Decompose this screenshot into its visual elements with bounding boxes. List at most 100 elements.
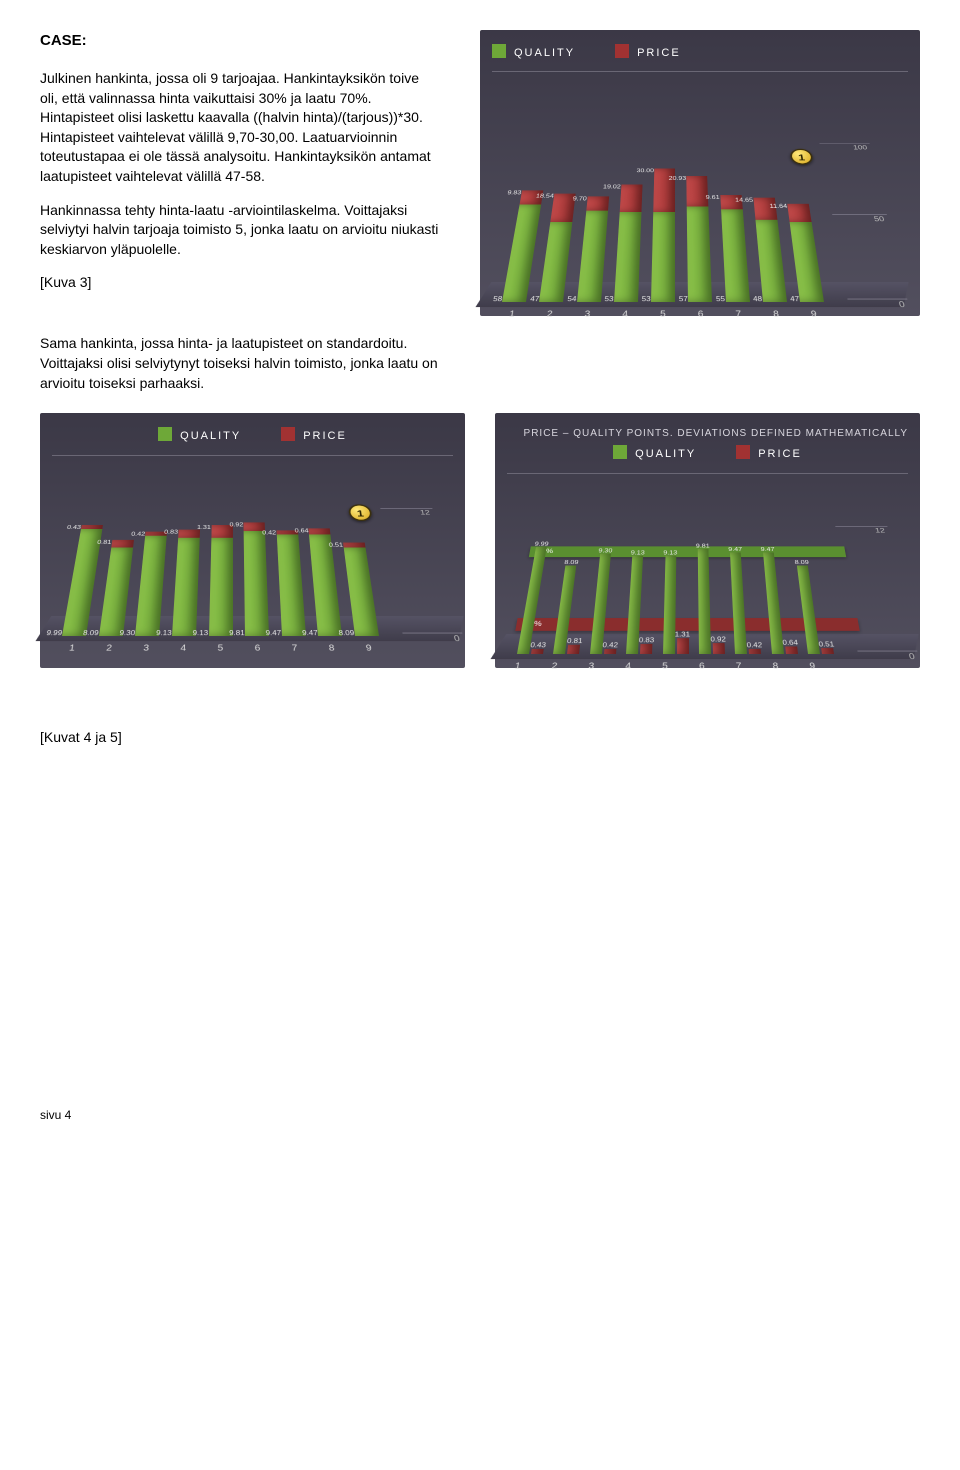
bar-2: 8.090.812 [99, 539, 134, 635]
quality-segment: 8.09 [344, 547, 379, 635]
quality-value: 9.30 [119, 628, 136, 637]
y-axis-bottom: 0 [402, 632, 465, 645]
bar-9: 8.090.519 [343, 542, 379, 635]
quality-value: 8.09 [338, 628, 355, 637]
price-segment: 0.81 [111, 539, 134, 547]
quality-value: 9.13 [192, 628, 208, 637]
x-axis-label: 4 [180, 642, 186, 654]
quality-value: 53 [642, 295, 651, 304]
chart-4-area: 9.990.4318.090.8129.300.4239.130.8349.13… [62, 510, 403, 635]
x-axis-label: 6 [698, 309, 704, 321]
x-axis-label: 2 [551, 660, 558, 672]
y-axis-max: 12 [835, 526, 889, 536]
x-axis-label: 9 [809, 660, 816, 672]
price-swatch [736, 445, 750, 459]
price-value: 0.64 [294, 526, 308, 534]
x-axis-label: 7 [736, 660, 742, 672]
chart-5-legend: QUALITY PRICE [507, 445, 908, 462]
price-value: 0.42 [131, 530, 146, 538]
price-segment: 0.43 [81, 525, 103, 529]
quality-value: 9.13 [156, 628, 172, 637]
quality-segment: 47 [790, 222, 824, 302]
quality-value: 48 [753, 295, 763, 304]
price-segment: 19.02 [619, 185, 642, 213]
quality-value: 54 [567, 295, 577, 304]
price-value: 9.61 [706, 194, 720, 202]
x-axis-label: 3 [584, 309, 591, 321]
x-axis-label: 2 [105, 642, 112, 654]
quality-value: 47 [790, 295, 800, 304]
figure-ref-45: [Kuvat 4 ja 5] [40, 728, 920, 748]
price-value: 0.42 [262, 528, 276, 536]
quality-segment: 57 [687, 207, 712, 303]
quality-value: 55 [716, 295, 725, 304]
x-axis-label: 6 [699, 660, 705, 672]
bar-4: 9.130.834 [626, 555, 656, 653]
price-segment: 11.64 [787, 204, 811, 222]
legend-price: PRICE [615, 44, 681, 61]
price-segment: 0.51 [343, 542, 365, 547]
bar-8: 9.470.648 [763, 552, 798, 654]
quality-value: 47 [530, 295, 540, 304]
x-axis-label: 9 [810, 309, 817, 321]
x-axis-label: 9 [365, 642, 372, 654]
quality-segment: 9.30 [135, 535, 167, 635]
bar-4: 5319.024 [614, 185, 643, 303]
price-value: 0.92 [229, 521, 243, 528]
chart-5-area: 9.990.4318.090.8129.300.4239.130.8349.13… [517, 528, 858, 653]
paragraph-2: Hankinnassa tehty hinta-laatu -arviointi… [40, 201, 440, 260]
price-swatch [615, 44, 629, 58]
price-value: 0.83 [164, 528, 178, 536]
quality-value: 53 [604, 295, 614, 304]
figure-ref-3: [Kuva 3] [40, 273, 440, 293]
quality-segment: 8.09 [99, 547, 133, 635]
quality-segment: 47 [539, 222, 572, 302]
price-value: 9.70 [572, 195, 587, 203]
bar-1: 9.990.431 [517, 547, 559, 654]
x-axis-label: 6 [254, 642, 260, 654]
page-footer: sivu 4 [40, 1107, 920, 1124]
price-value: 20.93 [669, 175, 687, 182]
quality-segment: 9.13 [209, 537, 233, 635]
price-value: 19.02 [603, 183, 621, 190]
price-segment: 0.64 [309, 528, 331, 534]
x-axis-label: 1 [68, 642, 76, 654]
x-axis-label: 8 [773, 309, 780, 321]
quality-swatch [613, 445, 627, 459]
x-axis-label: 5 [662, 660, 668, 672]
quality-value: 58 [492, 295, 503, 304]
y-axis-max: 100 [819, 144, 871, 153]
price-swatch [281, 427, 295, 441]
bar-9: 8.090.519 [797, 565, 834, 653]
winner-badge: 1 [348, 504, 373, 521]
chart-3-legend: QUALITY PRICE [492, 44, 908, 61]
x-axis-label: 4 [622, 309, 628, 321]
quality-segment: 48 [755, 220, 786, 302]
y-axis-bottom: 0 [847, 299, 910, 312]
x-axis-label: 4 [625, 660, 631, 672]
x-axis-label: 8 [772, 660, 779, 672]
y-axis-max: 12 [380, 508, 434, 518]
bar-4: 9.130.834 [172, 529, 200, 635]
legend-price: PRICE [736, 445, 802, 462]
bar-7: 9.470.427 [276, 530, 305, 636]
y-axis-bottom: 0 [857, 650, 920, 663]
quality-segment: 55 [721, 210, 750, 303]
bar-7: 9.470.427 [730, 552, 761, 654]
divider [492, 71, 908, 72]
x-axis-label: 5 [660, 309, 666, 321]
x-axis-label: 3 [143, 642, 150, 654]
bar-7: 559.617 [720, 195, 750, 302]
price-value: 0.43 [66, 524, 81, 531]
chart-4-legend: QUALITY PRICE [52, 427, 453, 444]
bar-9: 4711.649 [787, 204, 824, 302]
bar-1: 589.831 [502, 191, 543, 303]
quality-value: 9.47 [265, 628, 281, 637]
quality-segment: 9.13 [172, 537, 200, 635]
chart-3-area: 589.8314718.542549.7035319.0245330.00557… [502, 146, 848, 302]
quality-value: 57 [679, 295, 688, 304]
quality-segment: 53 [651, 213, 675, 303]
bar-5: 9.131.315 [663, 555, 689, 653]
price-value: 14.65 [735, 197, 754, 205]
quality-value: 8.09 [82, 628, 99, 637]
